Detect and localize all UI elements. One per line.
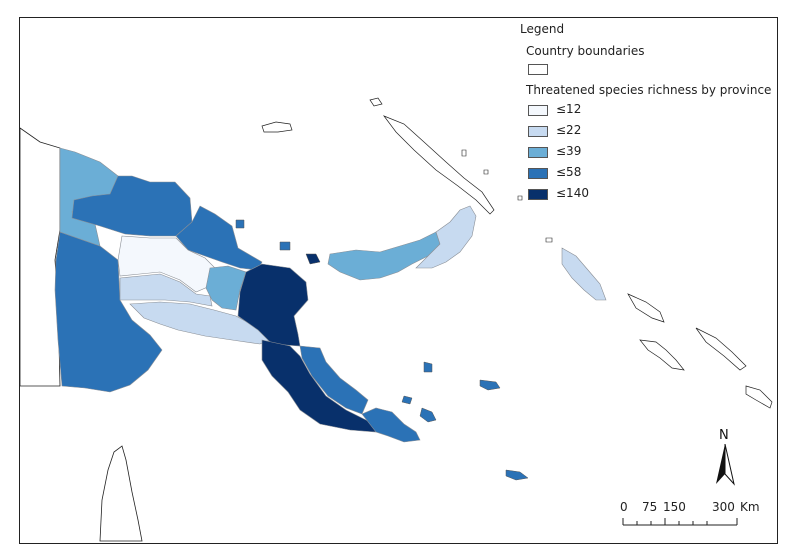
legend-title: Legend xyxy=(520,22,565,36)
legend-class-5-swatch xyxy=(528,189,548,200)
province-bougainville[interactable] xyxy=(561,247,607,301)
province-west-new-britain[interactable] xyxy=(327,231,441,281)
province-east-sepik[interactable] xyxy=(71,175,193,237)
province-western[interactable] xyxy=(54,231,163,393)
scale-unit: Km xyxy=(740,500,760,514)
scale-bar-graphic xyxy=(622,518,738,526)
islets-north xyxy=(461,149,553,243)
legend-class-3-label: ≤39 xyxy=(556,144,582,158)
legend-class-2-swatch xyxy=(528,126,548,137)
legend-class-4-label: ≤58 xyxy=(556,165,582,179)
island-karkar[interactable] xyxy=(235,219,245,229)
legend-class-3-swatch xyxy=(528,147,548,158)
province-new-ireland[interactable] xyxy=(382,115,495,215)
legend-class-4-swatch xyxy=(528,168,548,179)
island-milne-bay-3[interactable] xyxy=(505,469,529,481)
province-highlands-east[interactable] xyxy=(119,273,213,307)
province-manus[interactable] xyxy=(261,121,293,133)
island-milne-bay-2[interactable] xyxy=(401,395,413,405)
island-woodlark[interactable] xyxy=(479,379,501,391)
north-arrow: N xyxy=(710,428,740,488)
solomon-choiseul xyxy=(627,293,665,323)
island-long[interactable] xyxy=(279,241,291,251)
north-arrow-letter: N xyxy=(719,428,729,443)
scale-tick-75: 75 xyxy=(642,500,658,514)
island-umboi[interactable] xyxy=(305,253,321,265)
legend-class-1-label: ≤12 xyxy=(556,102,582,116)
indonesia-landmass xyxy=(19,127,61,387)
legend-country-boundaries-swatch xyxy=(528,64,548,75)
island-trobriand[interactable] xyxy=(423,361,433,373)
province-east-new-britain[interactable] xyxy=(415,205,477,269)
australia-landmass xyxy=(99,445,143,542)
legend-class-1-swatch xyxy=(528,105,548,116)
legend-richness-title: Threatened species richness by province xyxy=(526,83,772,97)
scale-tick-300: 300 xyxy=(712,500,735,514)
north-arrow-icon xyxy=(716,444,735,486)
province-morobe[interactable] xyxy=(237,263,309,347)
province-oro[interactable] xyxy=(299,345,369,415)
solomon-isabel xyxy=(695,327,747,371)
province-highlands-west[interactable] xyxy=(117,235,216,293)
province-eastern-highlands[interactable] xyxy=(205,265,247,311)
legend-class-2-label: ≤22 xyxy=(556,123,582,137)
solomon-new-georgia xyxy=(639,339,685,371)
legend-class-5-label: ≤140 xyxy=(556,186,589,200)
solomon-malaita xyxy=(745,385,773,409)
province-madang[interactable] xyxy=(175,205,263,271)
scale-tick-150: 150 xyxy=(663,500,686,514)
island-manus-small xyxy=(369,97,383,107)
island-milne-bay-1[interactable] xyxy=(419,407,437,423)
legend-country-boundaries-label: Country boundaries xyxy=(526,44,645,58)
scale-tick-0: 0 xyxy=(620,500,628,514)
province-milne-bay[interactable] xyxy=(361,407,421,443)
